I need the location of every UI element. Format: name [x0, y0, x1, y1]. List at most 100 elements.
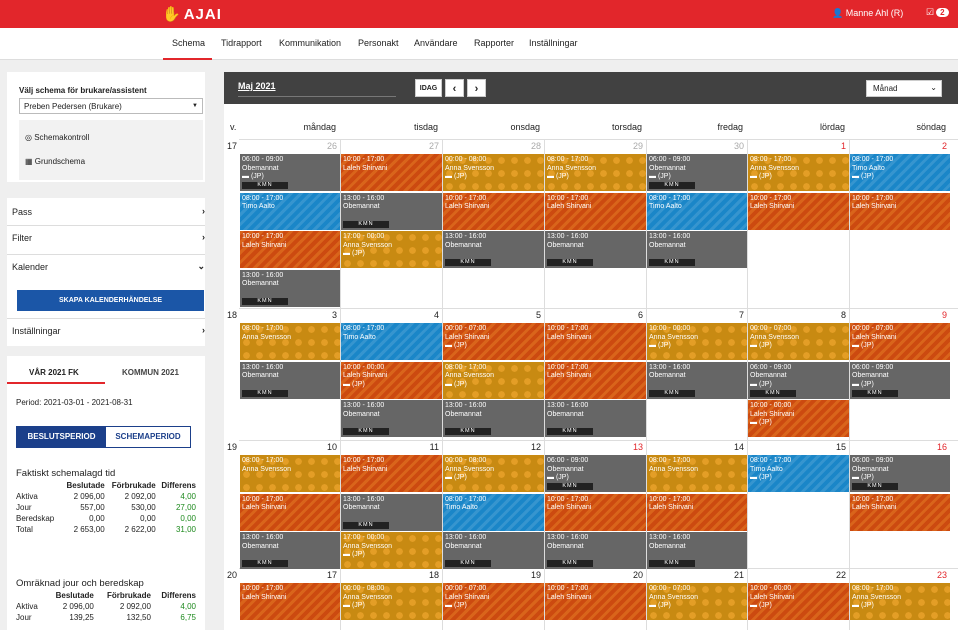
calendar-event[interactable]: 13:00 - 16:00 Obemannat KMN: [240, 361, 340, 399]
calendar-event[interactable]: 00:00 - 08:00 Anna Svensson ▬ (JP): [443, 455, 544, 492]
day-number[interactable]: 19: [530, 570, 541, 580]
day-number[interactable]: 10: [326, 442, 337, 452]
tab-var-2021-fk[interactable]: VÅR 2021 FK: [29, 368, 79, 377]
calendar-event[interactable]: 10:00 - 17:00 Laleh Shirvani: [545, 493, 646, 531]
month-title[interactable]: Maj 2021: [238, 81, 396, 97]
day-number[interactable]: 29: [632, 141, 643, 151]
schema-select[interactable]: Preben Pedersen (Brukare) ▼: [19, 98, 203, 114]
accordion-pass[interactable]: Pass ›: [7, 200, 205, 224]
day-number[interactable]: 14: [733, 442, 744, 452]
day-number[interactable]: 22: [835, 570, 846, 580]
calendar-event[interactable]: 10:00 - 00:00 Laleh Shirvani ▬ (JP): [341, 361, 442, 399]
tab-kommun-2021[interactable]: KOMMUN 2021: [122, 368, 179, 377]
calendar-event[interactable]: 13:00 - 16:00 Obemannat KMN: [240, 269, 340, 307]
calendar-event[interactable]: 17:00 - 00:00 Anna Svensson ▬ (JP): [341, 532, 442, 569]
calendar-event[interactable]: 10:00 - 17:00 Laleh Shirvani: [240, 231, 340, 268]
day-number[interactable]: 30: [733, 141, 744, 151]
day-number[interactable]: 20: [632, 570, 643, 580]
calendar-event[interactable]: 13:00 - 16:00 Obemannat KMN: [545, 400, 646, 437]
calendar-event[interactable]: 10:00 - 17:00 Laleh Shirvani: [850, 192, 950, 230]
calendar-event[interactable]: 06:00 - 09:00 Obemannat ▬ (JP) KMN: [240, 154, 340, 191]
calendar-event[interactable]: 13:00 - 16:00 Obemannat KMN: [341, 192, 442, 230]
calendar-event[interactable]: 08:00 - 17:00 Timo Aalto: [647, 192, 747, 230]
calendar-event[interactable]: 13:00 - 16:00 Obemannat KMN: [545, 231, 646, 268]
accordion-kalender[interactable]: Kalender ⌄: [7, 254, 205, 278]
calendar-event[interactable]: 10:00 - 00:00 Anna Svensson ▬ (JP): [647, 323, 747, 360]
calendar-event[interactable]: 10:00 - 17:00 Laleh Shirvani: [341, 154, 442, 191]
calendar-event[interactable]: 06:00 - 09:00 Obemannat ▬ (JP) KMN: [545, 455, 646, 492]
calendar-event[interactable]: 08:00 - 17:00 Timo Aalto ▬ (JP): [850, 154, 950, 191]
day-number[interactable]: 21: [733, 570, 744, 580]
calendar-event[interactable]: 08:00 - 17:00 Timo Aalto: [341, 323, 442, 360]
calendar-event[interactable]: 10:00 - 17:00 Laleh Shirvani: [240, 493, 340, 531]
nav-item-personakt[interactable]: Personakt: [358, 38, 399, 48]
calendar-event[interactable]: 08:00 - 17:00 Anna Svensson ▬ (JP): [850, 583, 950, 620]
calendar-event[interactable]: 10:00 - 17:00 Laleh Shirvani: [545, 583, 646, 620]
calendar-event[interactable]: 08:00 - 17:00 Anna Svensson ▬ (JP): [443, 361, 544, 399]
day-number[interactable]: 13: [632, 442, 643, 452]
nav-item-anv-ndare[interactable]: Användare: [414, 38, 458, 48]
accordion-filter[interactable]: Filter ›: [7, 225, 205, 249]
calendar-event[interactable]: 08:00 - 17:00 Timo Aalto: [443, 493, 544, 531]
calendar-event[interactable]: 10:00 - 00:00 Laleh Shirvani ▬ (JP): [748, 583, 849, 620]
calendar-event[interactable]: 08:00 - 17:00 Anna Svensson: [240, 455, 340, 492]
calendar-event[interactable]: 10:00 - 17:00 Laleh Shirvani: [748, 192, 849, 230]
calendar-event[interactable]: 00:00 - 07:00 Laleh Shirvani ▬ (JP): [443, 583, 544, 620]
calendar-event[interactable]: 13:00 - 16:00 Obemannat KMN: [443, 532, 544, 569]
calendar-event[interactable]: 06:00 - 09:00 Obemannat ▬ (JP) KMN: [850, 455, 950, 492]
day-number[interactable]: 28: [530, 141, 541, 151]
nav-item-kommunikation[interactable]: Kommunikation: [279, 38, 342, 48]
calendar-event[interactable]: 08:00 - 17:00 Timo Aalto ▬ (JP): [748, 455, 849, 492]
calendar-event[interactable]: 06:00 - 09:00 Obemannat ▬ (JP) KMN: [850, 361, 950, 399]
schemaperiod-button[interactable]: SCHEMAPERIOD: [115, 432, 181, 441]
accordion-installningar[interactable]: Inställningar ›: [7, 318, 205, 342]
day-number[interactable]: 6: [637, 310, 643, 320]
calendar-event[interactable]: 13:00 - 16:00 Obemannat KMN: [647, 361, 747, 399]
day-number[interactable]: 2: [941, 141, 947, 151]
nav-item-rapporter[interactable]: Rapporter: [474, 38, 515, 48]
grundschema-link[interactable]: ▦ Grundschema: [25, 157, 85, 166]
day-number[interactable]: 17: [326, 570, 337, 580]
calendar-event[interactable]: 00:00 - 07:00 Laleh Shirvani ▬ (JP): [850, 323, 950, 360]
calendar-event[interactable]: 10:00 - 17:00 Laleh Shirvani: [545, 323, 646, 360]
calendar-event[interactable]: 13:00 - 16:00 Obemannat KMN: [647, 532, 747, 569]
calendar-event[interactable]: 06:00 - 09:00 Obemannat ▬ (JP) KMN: [748, 361, 849, 399]
calendar-event[interactable]: 13:00 - 16:00 Obemannat KMN: [341, 493, 442, 531]
day-number[interactable]: 26: [326, 141, 337, 151]
nav-item-schema[interactable]: Schema: [172, 38, 206, 48]
day-number[interactable]: 3: [331, 310, 337, 320]
calendar-event[interactable]: 10:00 - 17:00 Laleh Shirvani: [647, 493, 747, 531]
calendar-event[interactable]: 10:00 - 17:00 Laleh Shirvani: [341, 455, 442, 492]
nav-item-tidrapport[interactable]: Tidrapport: [221, 38, 262, 48]
day-number[interactable]: 27: [428, 141, 439, 151]
calendar-event[interactable]: 13:00 - 16:00 Obemannat KMN: [341, 400, 442, 437]
today-button[interactable]: IDAG: [415, 79, 442, 97]
calendar-event[interactable]: 13:00 - 16:00 Obemannat KMN: [545, 532, 646, 569]
calendar-event[interactable]: 10:00 - 17:00 Laleh Shirvani: [850, 493, 950, 531]
calendar-event[interactable]: 13:00 - 16:00 Obemannat KMN: [443, 400, 544, 437]
beslutsperiod-button[interactable]: BESLUTSPERIOD: [17, 427, 106, 447]
calendar-event[interactable]: 10:00 - 17:00 Laleh Shirvani: [240, 583, 340, 620]
calendar-event[interactable]: 00:00 - 08:00 Anna Svensson ▬ (JP): [443, 154, 544, 191]
calendar-event[interactable]: 08:00 - 17:00 Anna Svensson: [240, 323, 340, 360]
day-number[interactable]: 12: [530, 442, 541, 452]
day-number[interactable]: 16: [936, 442, 947, 452]
prev-month-button[interactable]: ‹: [445, 79, 464, 97]
day-number[interactable]: 7: [738, 310, 744, 320]
day-number[interactable]: 5: [535, 310, 541, 320]
calendar-event[interactable]: 08:00 - 17:00 Anna Svensson: [647, 455, 747, 492]
day-number[interactable]: 18: [428, 570, 439, 580]
day-number[interactable]: 9: [941, 310, 947, 320]
calendar-event[interactable]: 00:00 - 07:00 Anna Svensson ▬ (JP): [748, 323, 849, 360]
next-month-button[interactable]: ›: [467, 79, 486, 97]
day-number[interactable]: 11: [429, 442, 439, 452]
calendar-event[interactable]: 13:00 - 16:00 Obemannat KMN: [647, 231, 747, 268]
calendar-event[interactable]: 13:00 - 16:00 Obemannat KMN: [240, 532, 340, 569]
user-menu[interactable]: 👤 Manne Ahl (R): [832, 8, 903, 19]
calendar-event[interactable]: 13:00 - 16:00 Obemannat KMN: [443, 231, 544, 268]
calendar-event[interactable]: 00:00 - 07:00 Laleh Shirvani ▬ (JP): [443, 323, 544, 360]
logo[interactable]: ✋ AJAI: [162, 5, 222, 23]
notification-button[interactable]: ☑ 2: [926, 7, 949, 18]
day-number[interactable]: 15: [835, 442, 846, 452]
calendar-event[interactable]: 10:00 - 00:00 Laleh Shirvani ▬ (JP): [748, 400, 849, 437]
